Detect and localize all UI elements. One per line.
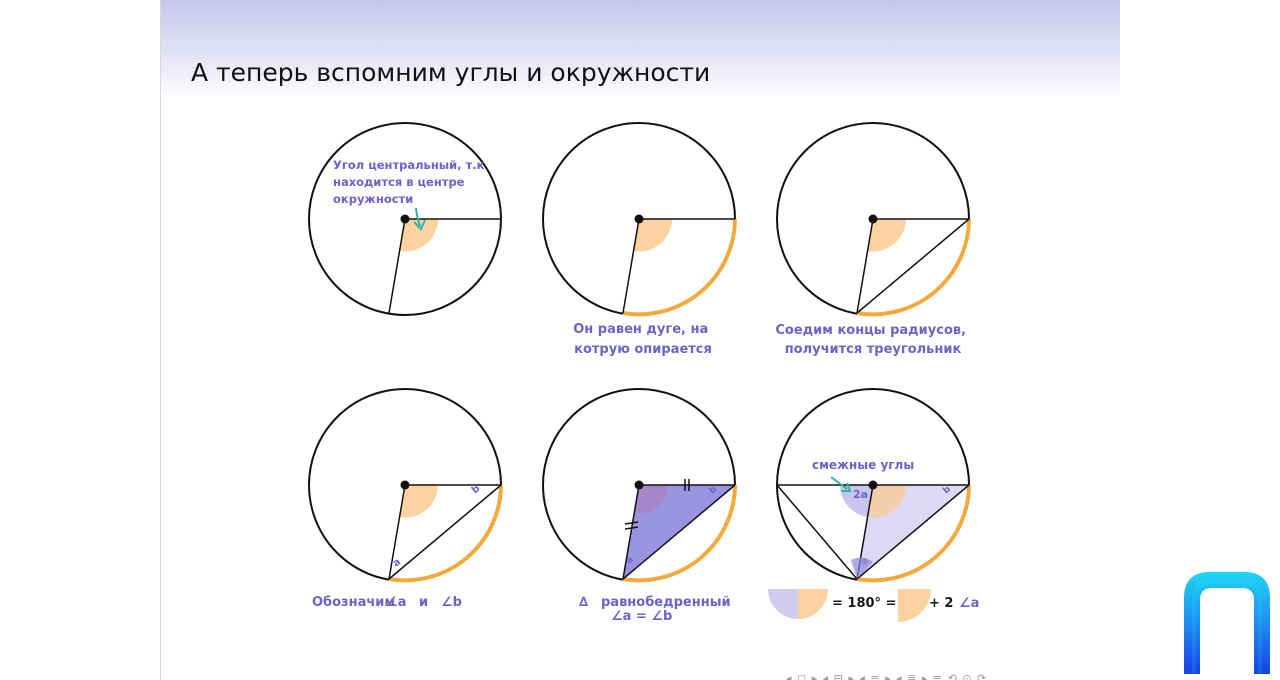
caption-denote: Обозначим ∠a и ∠b	[312, 595, 462, 610]
equal-side-tick-marks	[624, 479, 690, 530]
radius	[622, 218, 640, 314]
panel-isosceles: a b ∆ равнобедренный ∠a = ∠b	[542, 388, 737, 624]
equation-part1: = 180° =	[832, 596, 896, 611]
radius	[388, 484, 406, 580]
chord	[388, 484, 502, 580]
equation-angle: ∠a	[959, 596, 979, 611]
equation-row: = 180° = + 2 ∠a	[768, 589, 979, 622]
panel-denote: a b Обозначим ∠a и ∠b	[308, 388, 503, 610]
intercepted-arc	[388, 484, 503, 583]
intercepted-arc	[856, 484, 971, 583]
center-point	[868, 480, 878, 490]
central-angle-sector	[399, 485, 438, 518]
panel-triangle: Соедим концы радиусов, получится треугол…	[775, 122, 971, 357]
angle-a-label: a	[625, 555, 636, 567]
angle-b-label: b	[708, 484, 720, 496]
intercepted-arc	[622, 218, 737, 317]
central-angle-sector	[867, 485, 906, 518]
circle-angles-figure: Угол центральный, т.к находится в центре…	[308, 122, 979, 624]
central-angle-sector	[399, 219, 438, 252]
angle-2a-label: 2a	[853, 488, 868, 501]
central-angle-sector	[634, 485, 668, 514]
slide-title: А теперь вспомним углы и окружности	[191, 58, 711, 87]
central-angle-annotation: Угол центральный, т.к находится в центре…	[333, 158, 488, 206]
caption-isosceles: ∆ равнобедренный	[579, 595, 731, 610]
panel-adjacent: смежные углы 2a a b	[776, 388, 971, 583]
semicircle-orange-half	[798, 589, 828, 619]
chord	[856, 218, 970, 314]
adjacent-angles-label: смежные углы	[812, 458, 914, 472]
center-point	[634, 214, 644, 224]
adjacent-angle-2a	[840, 485, 873, 517]
slide-header	[161, 0, 1120, 100]
panel-central-angle: Угол центральный, т.к находится в центре…	[308, 122, 502, 316]
teal-arrow-icon	[415, 207, 421, 227]
brand-logo-icon	[1184, 572, 1270, 674]
isosceles-equation: ∠a = ∠b	[611, 609, 672, 624]
panel-arc: Он равен дуге, на котрую опирается	[542, 122, 737, 357]
slide: А теперь вспомним углы и окружности Угол…	[160, 0, 1120, 680]
caption-arc: Он равен дуге, на котрую опирается	[573, 322, 713, 357]
equation-part2: + 2	[929, 596, 953, 611]
lower-angle-marker	[851, 557, 873, 579]
center-point	[400, 214, 410, 224]
radius	[856, 218, 874, 314]
caption-triangle: Соедим концы радиусов, получится треугол…	[775, 323, 970, 357]
intercepted-arc	[622, 484, 737, 583]
teal-arrow-icon	[830, 476, 848, 490]
central-angle-sector	[867, 219, 906, 252]
angle-b-label: b	[942, 484, 954, 496]
semicircle-purple-half	[768, 589, 798, 619]
center-point	[400, 480, 410, 490]
intercepted-arc	[856, 218, 971, 317]
center-point	[868, 214, 878, 224]
center-point	[634, 480, 644, 490]
central-angle-sector	[633, 219, 672, 252]
slide-navigation-bar[interactable]: ◂ ◻ ▸ ◂ ⊟ ▸ ◂ ≡ ▸ ◂ ≣ ▸ ≡ ⟲ ⊙ ⟳	[786, 672, 988, 680]
radius	[388, 218, 406, 314]
quarter-sector-orange	[898, 589, 931, 622]
